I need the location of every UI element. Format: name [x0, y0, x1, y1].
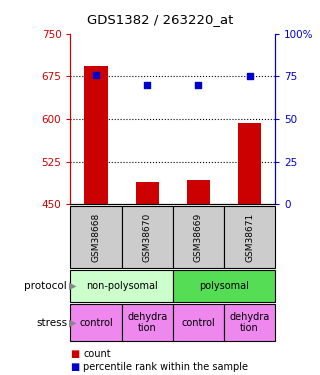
- Bar: [136, 182, 159, 204]
- Text: control: control: [79, 318, 113, 327]
- Text: GSM38668: GSM38668: [92, 213, 100, 262]
- Text: control: control: [181, 318, 215, 327]
- Text: ■: ■: [70, 350, 80, 359]
- Text: ▶: ▶: [69, 281, 76, 291]
- Point: [247, 74, 252, 80]
- Bar: [238, 123, 261, 204]
- Text: GSM38669: GSM38669: [194, 213, 203, 262]
- Text: ■: ■: [70, 362, 80, 372]
- Text: GSM38671: GSM38671: [245, 213, 254, 262]
- Bar: [84, 66, 108, 204]
- Text: non-polysomal: non-polysomal: [86, 281, 157, 291]
- Text: ▶: ▶: [69, 318, 76, 327]
- Text: dehydra
tion: dehydra tion: [127, 312, 167, 333]
- Text: polysomal: polysomal: [199, 281, 249, 291]
- Text: GDS1382 / 263220_at: GDS1382 / 263220_at: [87, 13, 233, 26]
- Text: count: count: [83, 350, 111, 359]
- Point: [93, 72, 99, 78]
- Text: percentile rank within the sample: percentile rank within the sample: [83, 362, 248, 372]
- Text: GSM38670: GSM38670: [143, 213, 152, 262]
- Point: [145, 82, 150, 88]
- Text: stress: stress: [36, 318, 67, 327]
- Text: protocol: protocol: [24, 281, 67, 291]
- Point: [196, 82, 201, 88]
- Bar: [187, 180, 210, 204]
- Text: dehydra
tion: dehydra tion: [229, 312, 270, 333]
